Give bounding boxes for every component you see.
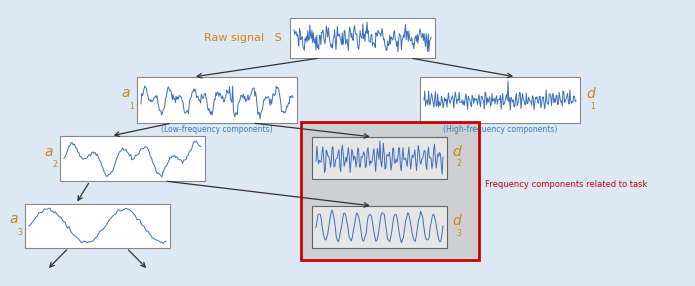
Text: $_2$: $_2$: [456, 158, 462, 170]
Bar: [301, 122, 479, 260]
Bar: [301, 122, 479, 260]
Bar: [312, 206, 447, 248]
Text: $_2$: $_2$: [51, 159, 58, 171]
Bar: [420, 77, 580, 123]
Text: $d$: $d$: [586, 86, 597, 101]
Bar: [25, 204, 170, 248]
Bar: [137, 77, 297, 123]
Text: Raw signal   S: Raw signal S: [204, 33, 282, 43]
Text: $a$: $a$: [10, 212, 19, 227]
Text: $_1$: $_1$: [590, 101, 596, 113]
Text: $_3$: $_3$: [17, 227, 23, 239]
Text: $d$: $d$: [452, 213, 463, 228]
Bar: [312, 137, 447, 179]
Bar: [290, 18, 435, 58]
Text: (Low-frequency components): (Low-frequency components): [161, 125, 273, 134]
Text: Frequency components related to task: Frequency components related to task: [485, 180, 647, 188]
Text: (High-frequency components): (High-frequency components): [443, 125, 557, 134]
Text: $d$: $d$: [452, 144, 463, 159]
Text: $_1$: $_1$: [129, 101, 135, 113]
Bar: [60, 136, 205, 181]
Text: $a$: $a$: [44, 145, 54, 159]
Text: $_3$: $_3$: [456, 227, 462, 239]
Text: $a$: $a$: [122, 86, 131, 100]
